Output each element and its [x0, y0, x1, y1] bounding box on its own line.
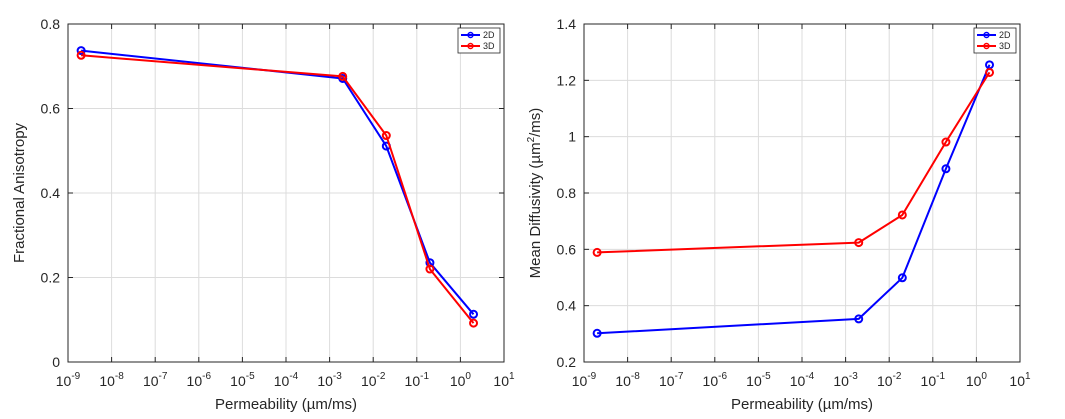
y-tick-label: 0.6	[557, 241, 577, 257]
x-tick-label: 10-8	[615, 371, 640, 389]
x-tick-label: 10-3	[317, 371, 342, 389]
x-tick-label: 10-7	[659, 371, 684, 389]
series-3D	[76, 50, 479, 328]
chart-1: 10-9 10-8 10-7 10-6 10-5 10-4 10-3 10-2 10-1 100 1…	[11, 16, 515, 413]
data-point	[469, 318, 479, 328]
series-line-3D	[597, 71, 991, 254]
x-tick-label: 10-4	[274, 371, 299, 389]
chart-2: 10-9 10-8 10-7 10-6 10-5 10-4 10-3 10-2 10-1 100 1…	[526, 16, 1031, 413]
series-line-2D	[80, 49, 475, 315]
y-tick-label: 0.4	[557, 298, 577, 314]
y-tick-label: 0.8	[41, 16, 61, 32]
x-tick-label: 100	[966, 371, 988, 389]
data-point	[338, 71, 348, 81]
y-tick-label: 1	[568, 129, 576, 145]
grid	[67, 23, 505, 363]
data-point	[854, 238, 864, 248]
series-2D	[592, 60, 995, 338]
series-line-2D	[597, 64, 991, 335]
x-tick-label: 10-2	[877, 371, 902, 389]
tick-marks	[67, 23, 505, 363]
x-tick-label: 10-7	[143, 371, 168, 389]
data-point	[897, 273, 907, 283]
y-tick-label: 1.2	[557, 72, 577, 88]
legend-label-3D: 3D	[483, 41, 495, 51]
y-axis-label: Mean Diffusivity (µm2/ms)	[526, 108, 544, 279]
x-tick-label: 100	[450, 371, 472, 389]
x-tick-label: 101	[1009, 371, 1031, 389]
data-point	[469, 309, 479, 319]
y-tick-label: 0.6	[41, 101, 61, 117]
tick-marks	[583, 23, 1021, 363]
x-tick-label: 10-1	[405, 371, 430, 389]
x-tick-label: 10-9	[56, 371, 81, 389]
data-point	[76, 46, 86, 56]
legend-label-2D: 2D	[999, 30, 1011, 40]
x-tick-label: 10-5	[746, 371, 771, 389]
x-tick-label: 10-9	[572, 371, 597, 389]
data-point	[381, 131, 391, 141]
x-tick-label: 10-6	[703, 371, 728, 389]
data-point	[941, 137, 951, 147]
data-point	[985, 67, 995, 77]
data-point	[76, 50, 86, 60]
x-tick-label: 10-2	[361, 371, 386, 389]
data-point	[854, 314, 864, 324]
legend-marker-3D	[983, 42, 990, 50]
grid	[583, 23, 1021, 363]
data-point	[592, 247, 602, 257]
series-line-3D	[81, 54, 475, 324]
y-tick-label: 0.8	[557, 185, 577, 201]
x-tick-label: 10-5	[230, 371, 255, 389]
y-axis-label: Fractional Anisotropy	[11, 122, 28, 263]
legend-marker-2D	[983, 31, 990, 39]
x-tick-label: 10-6	[187, 371, 212, 389]
x-axis-label: Permeability (µm/ms)	[731, 396, 873, 413]
y-tick-label: 0.4	[41, 185, 61, 201]
y-tick-label: 1.4	[557, 16, 577, 32]
x-tick-label: 10-1	[921, 371, 946, 389]
x-tick-label: 10-3	[833, 371, 858, 389]
data-point	[941, 164, 951, 174]
legend-box	[457, 27, 501, 54]
x-axis-label: Permeability (µm/ms)	[215, 396, 357, 413]
x-tick-label: 10-8	[99, 371, 124, 389]
legend-label-2D: 2D	[483, 30, 495, 40]
x-tick-label: 101	[493, 371, 515, 389]
data-point	[592, 328, 602, 338]
legend-box	[973, 27, 1017, 54]
legend-marker-3D	[467, 42, 474, 50]
data-point	[425, 264, 435, 274]
legend-marker-2D	[467, 31, 474, 39]
data-point	[897, 210, 907, 220]
legend-label-3D: 3D	[999, 41, 1011, 51]
y-tick-label: 0	[52, 354, 60, 370]
y-tick-label: 0.2	[557, 354, 577, 370]
x-tick-label: 10-4	[790, 371, 815, 389]
series-3D	[592, 67, 995, 257]
y-tick-label: 0.2	[41, 270, 61, 286]
